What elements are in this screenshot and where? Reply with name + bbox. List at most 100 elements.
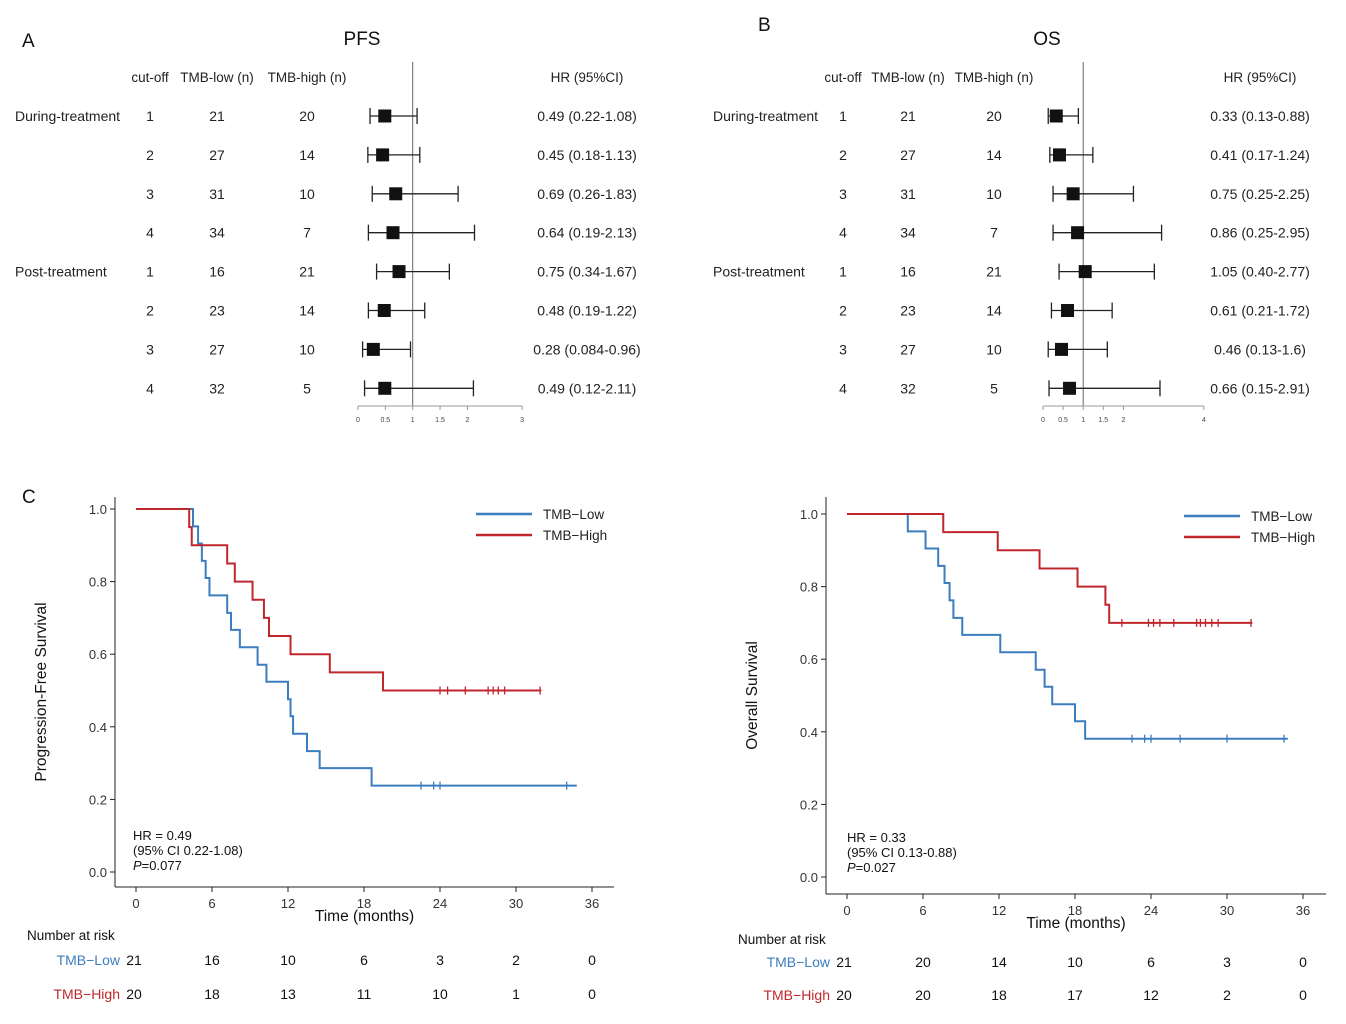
tmb-low-n: 32 xyxy=(209,380,225,396)
risk-count: 20 xyxy=(915,987,931,1003)
cutoff-value: 4 xyxy=(146,380,154,396)
cutoff-value: 4 xyxy=(839,380,847,396)
risk-count: 2 xyxy=(1223,987,1231,1003)
hr-ci-label: 0.75 (0.34-1.67) xyxy=(537,264,637,280)
risk-count: 0 xyxy=(1299,987,1307,1003)
forest-x-tick-label: 0 xyxy=(356,417,360,424)
km-y-tick-label: 0.4 xyxy=(800,725,818,740)
tmb-high-n: 21 xyxy=(299,264,315,280)
cutoff-value: 2 xyxy=(839,147,847,163)
risk-row-label-high: TMB−High xyxy=(53,986,120,1002)
risk-count: 0 xyxy=(588,986,596,1002)
km-x-tick-label: 36 xyxy=(1296,903,1310,918)
hr-point xyxy=(378,109,392,123)
risk-count: 18 xyxy=(204,986,220,1002)
risk-count: 10 xyxy=(432,986,448,1002)
tmb-low-n: 27 xyxy=(209,147,225,163)
tmb-low-n: 16 xyxy=(900,264,916,280)
legend-label-high: TMB−High xyxy=(543,528,607,543)
header-tmb-high: TMB-high (n) xyxy=(268,70,347,85)
p-value-annotation: P=0.027 xyxy=(847,860,896,875)
cutoff-value: 1 xyxy=(839,108,847,124)
p-value: =0.027 xyxy=(856,860,896,875)
risk-count: 13 xyxy=(280,986,296,1002)
hr-point xyxy=(1054,342,1068,356)
hr-ci-label: 0.41 (0.17-1.24) xyxy=(1210,147,1310,163)
cutoff-value: 3 xyxy=(839,186,847,202)
group-label: During-treatment xyxy=(15,108,120,124)
tmb-high-n: 10 xyxy=(299,186,315,202)
km-x-tick-label: 6 xyxy=(919,903,926,918)
km-y-tick-label: 1.0 xyxy=(89,502,107,517)
hr-point xyxy=(1049,109,1063,123)
tmb-high-n: 14 xyxy=(299,303,315,319)
risk-count: 6 xyxy=(360,952,368,968)
forest-x-tick-label: 1.5 xyxy=(1098,417,1108,424)
tmb-high-n: 10 xyxy=(986,186,1002,202)
hr-point xyxy=(1063,381,1077,395)
km-x-tick-label: 12 xyxy=(281,896,295,911)
km-x-tick-label: 30 xyxy=(509,896,523,911)
km-x-tick-label: 0 xyxy=(843,903,850,918)
tmb-high-n: 5 xyxy=(303,380,311,396)
header-cutoff: cut-off xyxy=(131,70,169,85)
group-label: During-treatment xyxy=(713,108,818,124)
km-y-tick-label: 0.2 xyxy=(800,797,818,812)
header-tmb-high: TMB-high (n) xyxy=(955,70,1034,85)
hr-point xyxy=(389,187,403,201)
risk-count: 20 xyxy=(915,954,931,970)
hr-ci-label: 0.46 (0.13-1.6) xyxy=(1214,341,1306,357)
legend-label-low: TMB−Low xyxy=(543,507,604,522)
header-tmb-low: TMB-low (n) xyxy=(871,70,945,85)
tmb-low-n: 31 xyxy=(900,186,916,202)
forest-x-tick-label: 1.5 xyxy=(435,417,445,424)
tmb-low-n: 32 xyxy=(900,380,916,396)
forest-x-tick-label: 4 xyxy=(1202,417,1206,424)
hr-ci-label: 0.49 (0.12-2.11) xyxy=(538,380,637,396)
tmb-low-n: 31 xyxy=(209,186,225,202)
km-x-tick-label: 18 xyxy=(357,896,371,911)
km-curve-high xyxy=(136,508,542,692)
panel-letter-a: A xyxy=(22,31,35,52)
tmb-high-n: 14 xyxy=(986,147,1002,163)
hr-ci-label: 0.28 (0.084-0.96) xyxy=(533,341,640,357)
km-y-tick-label: 0.6 xyxy=(89,647,107,662)
km-y-axis-label: Progression-Free Survival xyxy=(33,602,50,781)
forest-x-tick-label: 1 xyxy=(411,417,415,424)
hr-point xyxy=(1078,265,1092,279)
km-x-tick-label: 12 xyxy=(992,903,1006,918)
hr-point xyxy=(376,148,390,162)
forest-x-tick-label: 3 xyxy=(520,417,524,424)
p-value-annotation: P=0.077 xyxy=(133,858,182,873)
tmb-low-n: 34 xyxy=(900,225,916,241)
tmb-low-n: 27 xyxy=(900,147,916,163)
forest-x-tick-label: 2 xyxy=(1121,417,1125,424)
hr-point xyxy=(378,381,392,395)
hr-ci-label: 0.61 (0.21-1.72) xyxy=(1210,303,1310,319)
tmb-high-n: 5 xyxy=(990,380,998,396)
hr-point xyxy=(377,304,391,317)
hr-annotation: HR = 0.33 xyxy=(847,830,906,845)
km-x-tick-label: 6 xyxy=(208,896,215,911)
header-tmb-low: TMB-low (n) xyxy=(180,70,254,85)
risk-count: 21 xyxy=(126,952,142,968)
risk-count: 2 xyxy=(512,952,520,968)
forest-x-tick-label: 0.5 xyxy=(1058,417,1068,424)
km-curve-high xyxy=(847,513,1253,624)
risk-count: 21 xyxy=(836,954,852,970)
hr-point xyxy=(366,342,380,356)
risk-count: 3 xyxy=(436,952,444,968)
p-label: P xyxy=(847,860,856,875)
hr-ci-label: 0.49 (0.22-1.08) xyxy=(537,108,637,124)
km-curve-low xyxy=(847,513,1288,740)
risk-row-label-high: TMB−High xyxy=(763,987,830,1003)
forest-x-tick-label: 2 xyxy=(465,417,469,424)
ci-annotation: (95% CI 0.22-1.08) xyxy=(133,843,243,858)
panel-letter-b: B xyxy=(758,15,771,36)
hr-ci-label: 0.33 (0.13-0.88) xyxy=(1210,108,1310,124)
hr-ci-label: 0.86 (0.25-2.95) xyxy=(1210,225,1310,241)
tmb-low-n: 27 xyxy=(209,341,225,357)
km-x-axis-label: Time (months) xyxy=(1026,915,1125,932)
risk-count: 16 xyxy=(204,952,220,968)
km-y-tick-label: 0.4 xyxy=(89,720,107,735)
